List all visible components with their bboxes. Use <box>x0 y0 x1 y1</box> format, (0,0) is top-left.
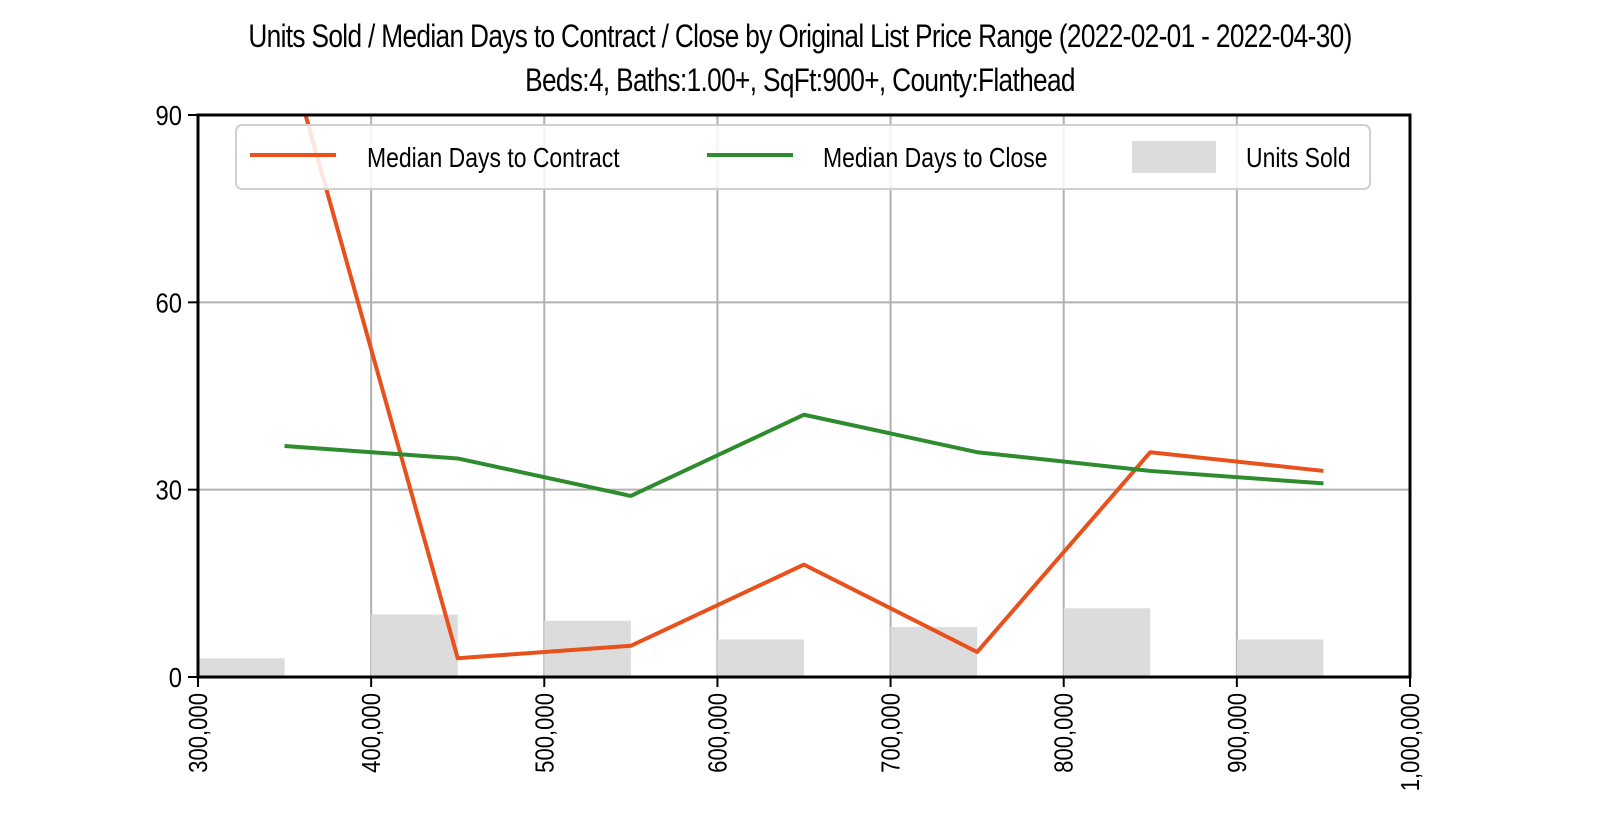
x-tick-label: 500,000 <box>531 693 560 773</box>
units-sold-bars <box>198 608 1324 677</box>
chart-title: Units Sold / Median Days to Contract / C… <box>248 18 1352 54</box>
x-tick-label: 800,000 <box>1050 693 1079 773</box>
axes-layer: 0 30 60 90 300,000 400,000 500,000 600,000 700,0… <box>156 99 1426 791</box>
legend-label: Units Sold <box>1246 143 1351 174</box>
series-line-median-days-to-contract <box>303 115 1324 661</box>
legend-label: Median Days to Close <box>823 143 1048 174</box>
series-line-median-days-to-close <box>284 412 1324 498</box>
series-lines <box>284 115 1324 661</box>
chart-title-block: Units Sold / Median Days to Contract / C… <box>0 14 1600 102</box>
y-tick-label: 0 <box>169 661 182 693</box>
x-tick-label: 300,000 <box>184 693 213 773</box>
legend-swatch-units-sold <box>1132 141 1216 173</box>
legend-box <box>235 124 1371 190</box>
units-sold-bar <box>717 639 804 677</box>
x-tick-label: 900,000 <box>1223 693 1252 773</box>
y-tick-label: 30 <box>156 474 182 506</box>
y-tick-label: 90 <box>156 99 182 131</box>
x-tick-label: 700,000 <box>877 693 906 773</box>
chart-subtitle: Beds:4, Baths:1.00+, SqFt:900+, County:F… <box>525 62 1075 98</box>
y-tick-label: 60 <box>156 286 182 318</box>
x-tick-label: 400,000 <box>358 693 387 773</box>
legend: Median Days to Contract Median Days to Cl… <box>235 124 1371 190</box>
units-sold-bar <box>198 658 285 677</box>
grid-layer <box>197 114 1411 678</box>
plot-frame <box>196 113 1412 679</box>
units-sold-bar <box>1063 608 1151 677</box>
x-tick-label: 1,000,000 <box>1396 693 1425 791</box>
legend-label: Median Days to Contract <box>367 143 620 174</box>
x-tick-label: 600,000 <box>704 693 733 773</box>
units-sold-bar <box>890 627 978 677</box>
units-sold-bar <box>1236 639 1324 677</box>
units-sold-bar <box>371 614 458 677</box>
